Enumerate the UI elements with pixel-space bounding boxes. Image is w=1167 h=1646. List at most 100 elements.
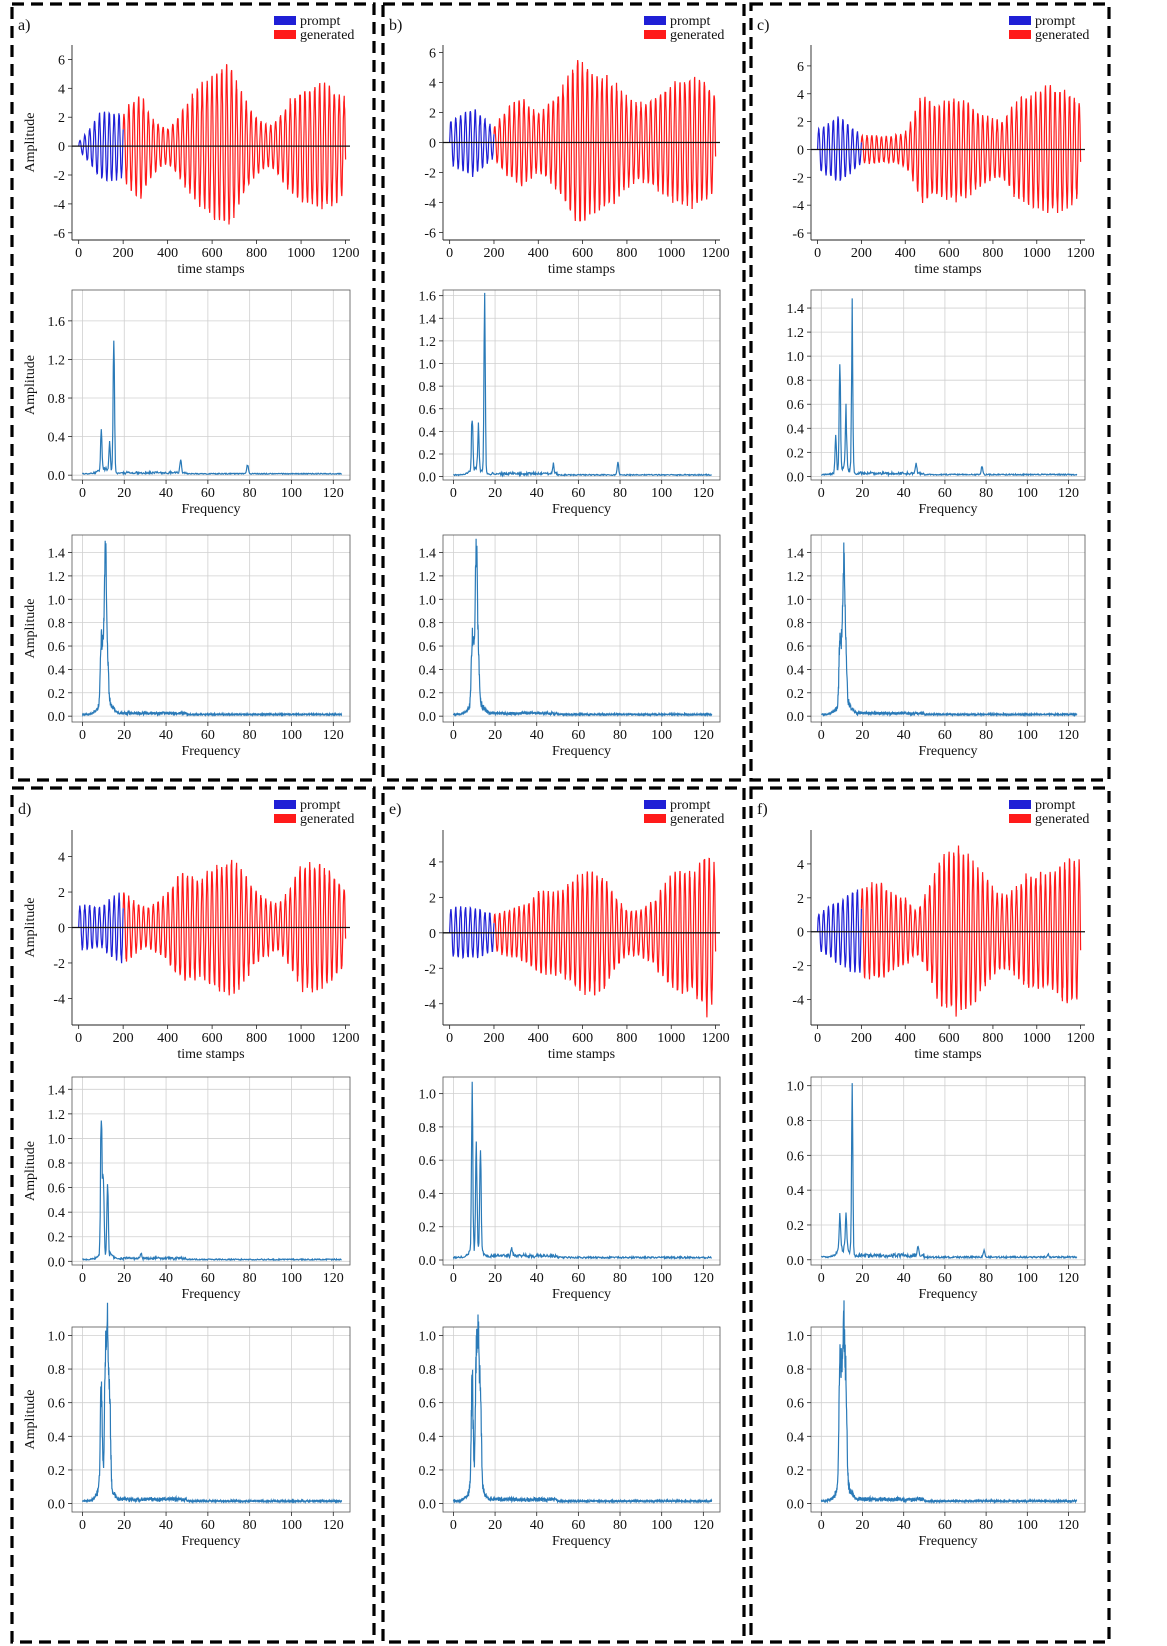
legend-swatch-generated [1009,30,1031,39]
x-tick-label: 120 [693,1271,714,1286]
x-tick-label: 800 [616,1031,637,1046]
y-tick-label: 0.4 [419,663,437,678]
x-tick-label: 80 [613,1271,627,1286]
x-tick-label: 80 [979,728,993,743]
y-tick-label: 0.0 [48,710,66,725]
x-tick-label: 0 [814,1031,821,1046]
x-tick-label: 0 [79,486,86,501]
x-tick-label: 400 [157,1031,178,1046]
y-tick-label: 0.8 [787,1363,805,1378]
x-tick-label: 80 [243,1518,257,1533]
spectrum-plot-generated: 0 20 40 60 80 100 120 0.0 0.2 0.4 0.6 0.8 1.0 1.2 1.4 1… [419,289,721,517]
y-tick-label: 0.2 [787,1464,805,1479]
x-tick-label: 200 [113,1031,134,1046]
y-tick-label: 0.0 [48,469,66,484]
x-tick-label: 20 [856,728,870,743]
y-tick-label: 0 [429,927,436,942]
x-tick-label: 60 [938,486,952,501]
y-tick-label: 0.0 [419,710,437,725]
legend-swatch-generated [1009,814,1031,823]
panel-label: d) [18,801,31,818]
x-axis-label: Frequency [552,502,611,517]
y-tick-label: 0.0 [787,710,805,725]
y-tick-label: 0.8 [419,617,437,632]
plot-frame [71,1076,351,1266]
y-tick-label: 0.2 [419,1221,437,1236]
x-tick-label: 60 [938,1271,952,1286]
x-tick-label: 200 [851,1031,872,1046]
x-tick-label: 100 [281,1271,302,1286]
y-tick-label: 6 [429,47,436,62]
y-tick-label: 1.0 [419,358,437,373]
x-axis-label: time stamps [177,262,244,277]
y-tick-label: 1.4 [48,547,66,562]
x-tick-label: 0 [450,1518,457,1533]
x-tick-label: 100 [1017,728,1038,743]
legend-swatch-prompt [274,16,296,25]
spectrum-line [81,1302,343,1505]
x-tick-label: 200 [851,246,872,261]
panel-label: e) [389,801,401,818]
y-tick-label: 4 [58,82,65,97]
y-tick-label: 1.4 [787,302,805,317]
y-tick-label: 1.6 [48,315,66,330]
plot-frame [71,1326,351,1513]
panel-label: a) [18,17,30,34]
x-tick-label: 80 [979,1518,993,1533]
time-domain-plot: 0 200 400 600 800 1000 1200 -4 -2 0 2 4 time stamps [792,830,1095,1062]
legend-label-prompt: prompt [300,14,341,29]
y-tick-label: 0.4 [787,1430,805,1445]
x-tick-label: 0 [818,728,825,743]
prompt-series-line [817,116,862,182]
y-tick-label: 0.4 [48,1430,66,1445]
x-tick-label: 100 [651,1271,672,1286]
prompt-series-line [817,889,862,973]
x-axis-label: time stamps [548,1047,615,1062]
plot-frame [71,534,351,723]
y-axis-label: Amplitude [23,1141,38,1201]
legend-swatch-generated [644,30,666,39]
y-tick-label: 1.2 [419,570,437,585]
y-tick-label: 1.4 [419,312,437,327]
panel-frame-dashed [10,786,376,1644]
y-tick-label: 0.0 [48,1498,66,1513]
y-tick-label: 0.6 [787,640,805,655]
y-tick-label: 1.0 [787,1329,805,1344]
x-tick-label: 0 [75,1031,82,1046]
plot-frame [810,289,1086,481]
y-tick-label: 0.8 [787,1115,805,1130]
y-tick-label: 0.2 [787,687,805,702]
y-tick-label: 0 [58,140,65,155]
x-tick-label: 800 [982,1031,1003,1046]
legend-label-generated: generated [300,812,354,827]
y-tick-label: 0.6 [787,1397,805,1412]
y-tick-label: 0.6 [787,398,805,413]
y-tick-label: -2 [53,169,65,184]
x-tick-label: 1000 [287,1031,315,1046]
y-tick-label: 0.2 [787,446,805,461]
y-tick-label: 1.2 [787,326,805,341]
y-tick-label: 2 [429,107,436,122]
x-tick-label: 40 [530,1271,544,1286]
x-tick-label: 60 [571,1518,585,1533]
x-tick-label: 120 [323,1518,344,1533]
x-tick-label: 0 [814,246,821,261]
legend-label-prompt: prompt [300,798,341,813]
y-tick-label: 2 [58,886,65,901]
plot-frame [442,1326,721,1513]
x-tick-label: 40 [897,486,911,501]
x-tick-label: 100 [651,728,672,743]
x-tick-label: 120 [693,1518,714,1533]
x-tick-label: 120 [1058,486,1079,501]
y-tick-label: 1.0 [48,1132,66,1147]
x-tick-label: 80 [979,1271,993,1286]
x-tick-label: 1200 [332,1031,360,1046]
y-tick-label: 1.2 [48,353,66,368]
panel-frames [10,2,1111,1644]
y-tick-label: 0.0 [419,471,437,486]
